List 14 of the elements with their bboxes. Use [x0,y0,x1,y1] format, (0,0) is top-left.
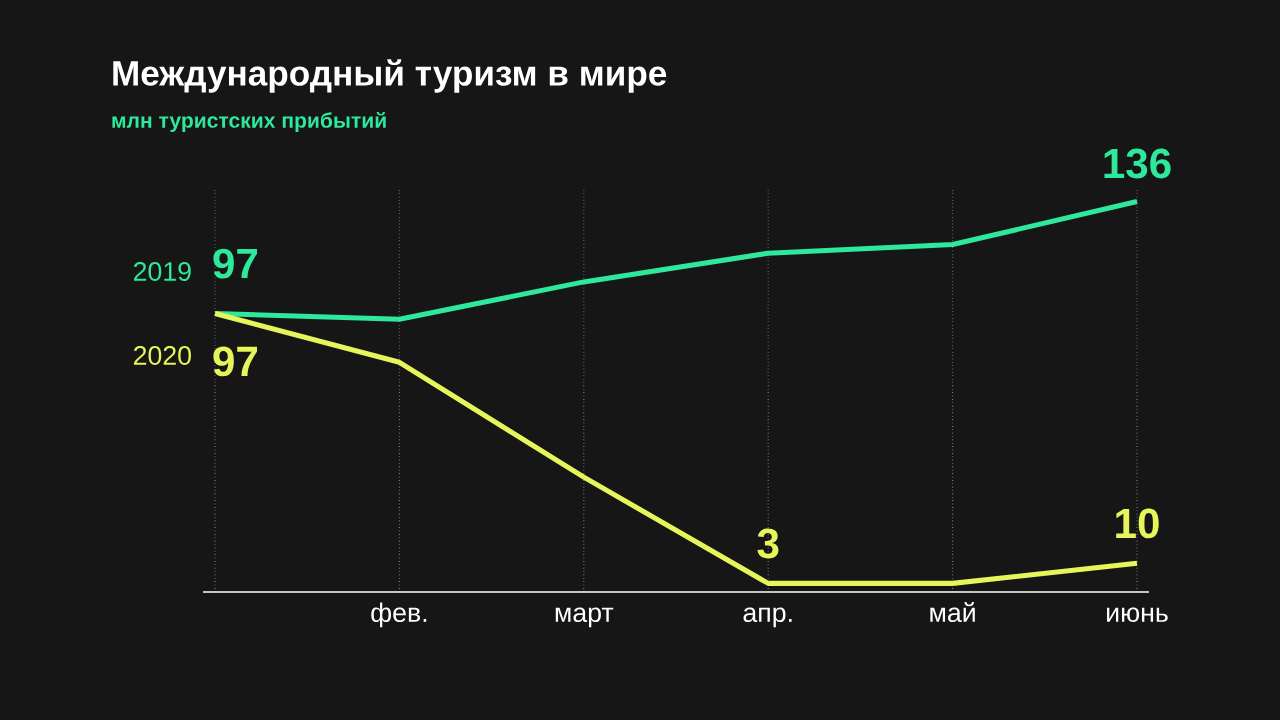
x-tick-label: март [555,607,614,628]
data-label: 97 [213,248,258,279]
data-label: 97 [213,346,258,377]
series-label: 2019 [133,262,191,281]
x-tick-label: июнь [1107,607,1168,623]
data-label: 3 [757,528,779,559]
x-tick-label: фев. [371,602,427,628]
x-tick-label: май [930,602,975,623]
data-label: 10 [1116,508,1159,539]
series-label: 2020 [133,346,191,365]
x-tick-label: апр. [743,607,792,628]
chart-title: Международный туризм в мире [113,59,667,93]
data-label: 136 [1104,148,1171,179]
chart-subtitle: млн туристских прибытий [112,111,386,133]
